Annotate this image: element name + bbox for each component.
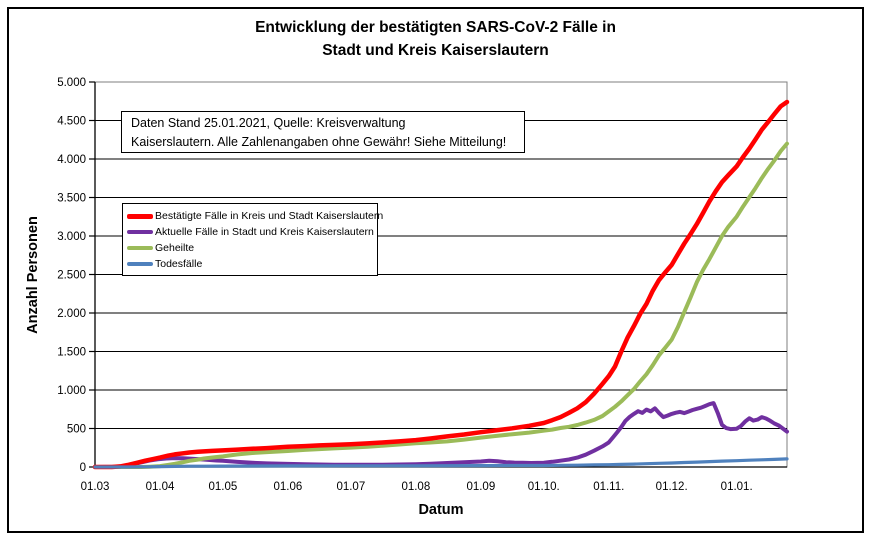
data-source-note: Daten Stand 25.01.2021, Quelle: Kreisver…	[121, 111, 525, 153]
x-tick-label: 01.09	[466, 481, 495, 493]
legend-label-aktuelle-faelle: Aktuelle Fälle in Stadt und Kreis Kaiser…	[155, 226, 374, 238]
legend-label-geheilte: Geheilte	[155, 242, 195, 254]
x-axis-title: Datum	[418, 502, 464, 518]
series-line-aktuelle-faelle	[93, 401, 789, 469]
chart-title-line1: Entwicklung der bestätigten SARS-CoV-2 F…	[255, 19, 616, 36]
y-tick-label: 5.000	[57, 77, 86, 89]
note-line2: Kaiserslautern. Alle Zahlenangaben ohne …	[131, 135, 507, 149]
x-tick-label: 01.06	[274, 481, 303, 493]
y-tick-label: 0	[80, 462, 86, 474]
x-tick-label: 01.12.	[656, 481, 688, 493]
note-line1: Daten Stand 25.01.2021, Quelle: Kreisver…	[131, 116, 406, 130]
series-line-geheilte	[93, 141, 789, 469]
y-tick-label: 3.000	[57, 231, 86, 243]
y-tick-label: 1.000	[57, 385, 86, 397]
y-tick-label: 4.500	[57, 116, 86, 128]
legend-label-todesfaelle: Todesfälle	[155, 258, 203, 270]
x-tick-label: 01.03	[81, 481, 110, 493]
legend-item-aktuelle-faelle: Aktuelle Fälle in Stadt und Kreis Kaiser…	[127, 224, 377, 240]
x-tick-label: 01.04	[146, 481, 175, 493]
legend-swatch-geheilte	[127, 246, 153, 250]
y-tick-label: 2.000	[57, 308, 86, 320]
x-tick-label: 01.05	[209, 481, 238, 493]
legend-swatch-bestaetigte-faelle	[127, 213, 153, 219]
y-tick-label: 2.500	[57, 270, 86, 282]
legend-swatch-todesfaelle	[127, 262, 153, 266]
x-tick-label: 01.01.	[721, 481, 753, 493]
y-tick-label: 3.500	[57, 193, 86, 205]
y-tick-label: 4.000	[57, 154, 86, 166]
y-axis-title: Anzahl Personen	[25, 216, 41, 334]
series-line-bestaetigte-faelle	[92, 99, 790, 470]
legend-box: Bestätigte Fälle in Kreis und Stadt Kais…	[122, 203, 383, 276]
x-tick-label: 01.10.	[528, 481, 560, 493]
legend-item-bestaetigte-faelle: Bestätigte Fälle in Kreis und Stadt Kais…	[127, 208, 383, 224]
chart-title-line2: Stadt und Kreis Kaiserslautern	[322, 42, 549, 59]
x-tick-label: 01.08	[401, 481, 430, 493]
legend-label-bestaetigte-faelle: Bestätigte Fälle in Kreis und Stadt Kais…	[155, 210, 384, 222]
y-tick-label: 500	[67, 424, 86, 436]
legend-item-geheilte: Geheilte	[127, 240, 377, 256]
x-tick-label: 01.07	[336, 481, 365, 493]
y-tick-label: 1.500	[57, 347, 86, 359]
legend-swatch-aktuelle-faelle	[127, 230, 153, 234]
chart-title: Entwicklung der bestätigten SARS-CoV-2 F…	[0, 16, 871, 62]
x-tick-label: 01.11.	[593, 481, 624, 493]
legend-item-todesfaelle: Todesfälle	[127, 256, 377, 272]
series-line-todesfaelle	[93, 457, 789, 469]
